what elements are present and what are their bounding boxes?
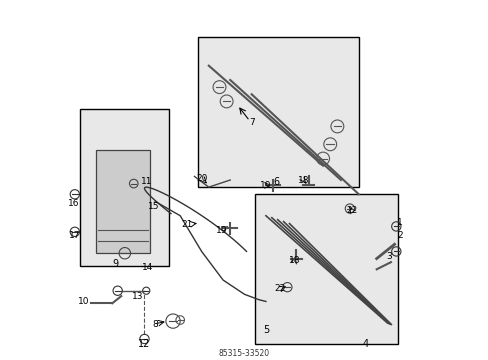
Text: 85315-33520: 85315-33520 bbox=[219, 349, 269, 358]
Text: 20: 20 bbox=[196, 174, 207, 183]
Text: 14: 14 bbox=[142, 263, 153, 272]
Text: 2: 2 bbox=[396, 231, 402, 240]
Text: 12: 12 bbox=[138, 339, 150, 349]
FancyBboxPatch shape bbox=[96, 150, 149, 253]
FancyBboxPatch shape bbox=[255, 194, 397, 344]
Text: 7: 7 bbox=[248, 118, 254, 127]
Text: 1: 1 bbox=[396, 219, 402, 228]
Text: 21: 21 bbox=[181, 220, 193, 229]
Text: 18: 18 bbox=[297, 176, 308, 185]
Text: 19: 19 bbox=[260, 181, 271, 190]
Text: 16: 16 bbox=[68, 199, 80, 208]
Text: 13: 13 bbox=[131, 292, 143, 301]
FancyBboxPatch shape bbox=[80, 109, 169, 266]
Text: 3: 3 bbox=[386, 252, 391, 261]
Text: 9: 9 bbox=[113, 259, 119, 269]
Text: 8: 8 bbox=[152, 320, 158, 329]
Text: 22: 22 bbox=[274, 284, 285, 293]
Text: 6: 6 bbox=[273, 177, 279, 187]
Text: 11: 11 bbox=[140, 177, 152, 186]
Text: 5: 5 bbox=[262, 325, 268, 335]
Text: 22: 22 bbox=[346, 206, 357, 215]
Text: 15: 15 bbox=[147, 202, 159, 211]
FancyBboxPatch shape bbox=[198, 37, 358, 187]
Text: 18: 18 bbox=[288, 256, 300, 265]
Text: 10: 10 bbox=[78, 297, 89, 306]
Text: 17: 17 bbox=[69, 231, 81, 240]
Text: 19: 19 bbox=[215, 225, 226, 234]
Text: 4: 4 bbox=[362, 339, 368, 349]
